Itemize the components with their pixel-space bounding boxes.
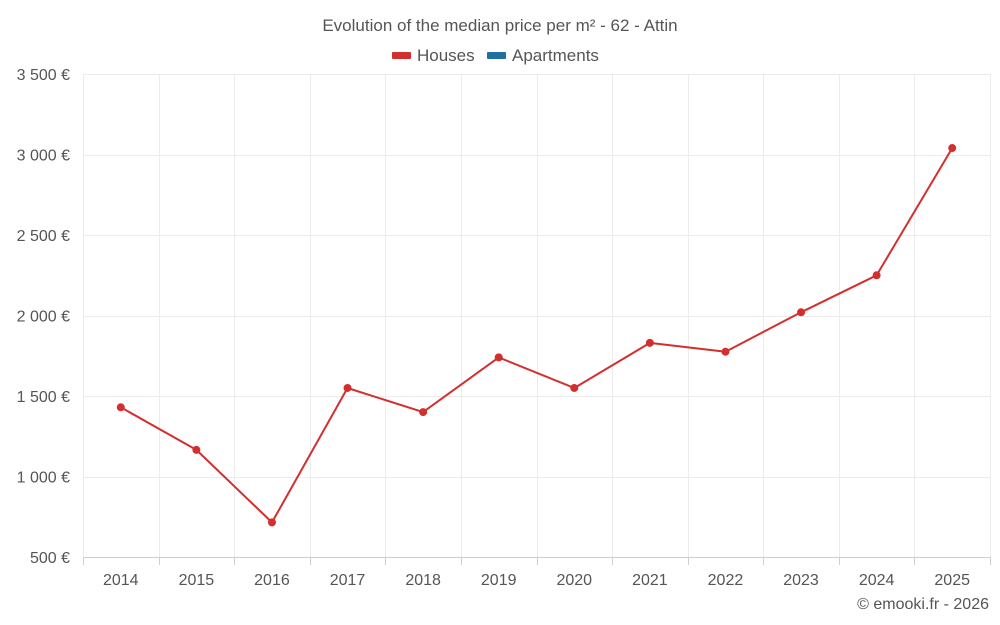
x-tick-label: 2019 bbox=[481, 572, 517, 589]
axis-layer: 500 € 1 000 € 1 500 € 2 000 € 2 500 € 3 000 €… bbox=[17, 67, 991, 589]
data-point-houses-2025 bbox=[948, 144, 957, 153]
x-tick-label: 2022 bbox=[708, 572, 744, 589]
series-line-houses bbox=[120, 147, 954, 524]
x-tick-label: 2021 bbox=[632, 572, 668, 589]
legend-label-apartments[interactable]: Apartments bbox=[512, 46, 599, 65]
legend[interactable]: Houses Apartments bbox=[392, 46, 599, 65]
credit-text: © emooki.fr - 2026 bbox=[857, 596, 989, 613]
chart-title: Evolution of the median price per m² - 6… bbox=[322, 16, 677, 35]
x-tick-label: 2014 bbox=[103, 572, 139, 589]
data-point-houses-2017 bbox=[343, 383, 352, 392]
legend-swatch-apartments[interactable] bbox=[487, 52, 506, 59]
data-point-houses-2024 bbox=[872, 271, 881, 280]
data-point-houses-2021 bbox=[645, 338, 654, 347]
series-layer bbox=[116, 144, 957, 527]
grid-layer bbox=[83, 74, 991, 557]
y-tick-label: 3 500 € bbox=[17, 67, 70, 84]
data-point-houses-2019 bbox=[494, 353, 503, 362]
y-tick-label: 2 000 € bbox=[17, 309, 70, 326]
y-tick-label: 3 000 € bbox=[17, 148, 70, 165]
data-point-houses-2023 bbox=[797, 308, 806, 317]
data-point-houses-2016 bbox=[267, 518, 276, 527]
x-tick-label: 2024 bbox=[859, 572, 895, 589]
x-tick-label: 2016 bbox=[254, 572, 290, 589]
y-tick-label: 2 500 € bbox=[17, 228, 70, 245]
legend-label-houses[interactable]: Houses bbox=[417, 46, 475, 65]
data-point-houses-2020 bbox=[570, 383, 579, 392]
data-point-houses-2015 bbox=[192, 445, 201, 454]
y-tick-label: 1 500 € bbox=[17, 389, 70, 406]
x-tick-label: 2017 bbox=[330, 572, 366, 589]
legend-swatch-houses[interactable] bbox=[392, 52, 411, 59]
y-tick-label: 1 000 € bbox=[17, 470, 70, 487]
data-point-houses-2022 bbox=[721, 347, 730, 356]
x-tick-label: 2018 bbox=[405, 572, 441, 589]
x-tick-label: 2023 bbox=[783, 572, 819, 589]
x-tick-label: 2015 bbox=[179, 572, 215, 589]
y-tick-label: 500 € bbox=[30, 550, 70, 567]
data-point-houses-2018 bbox=[419, 408, 428, 417]
data-point-houses-2014 bbox=[116, 403, 125, 412]
x-tick-label: 2020 bbox=[556, 572, 592, 589]
x-tick-label: 2025 bbox=[934, 572, 970, 589]
